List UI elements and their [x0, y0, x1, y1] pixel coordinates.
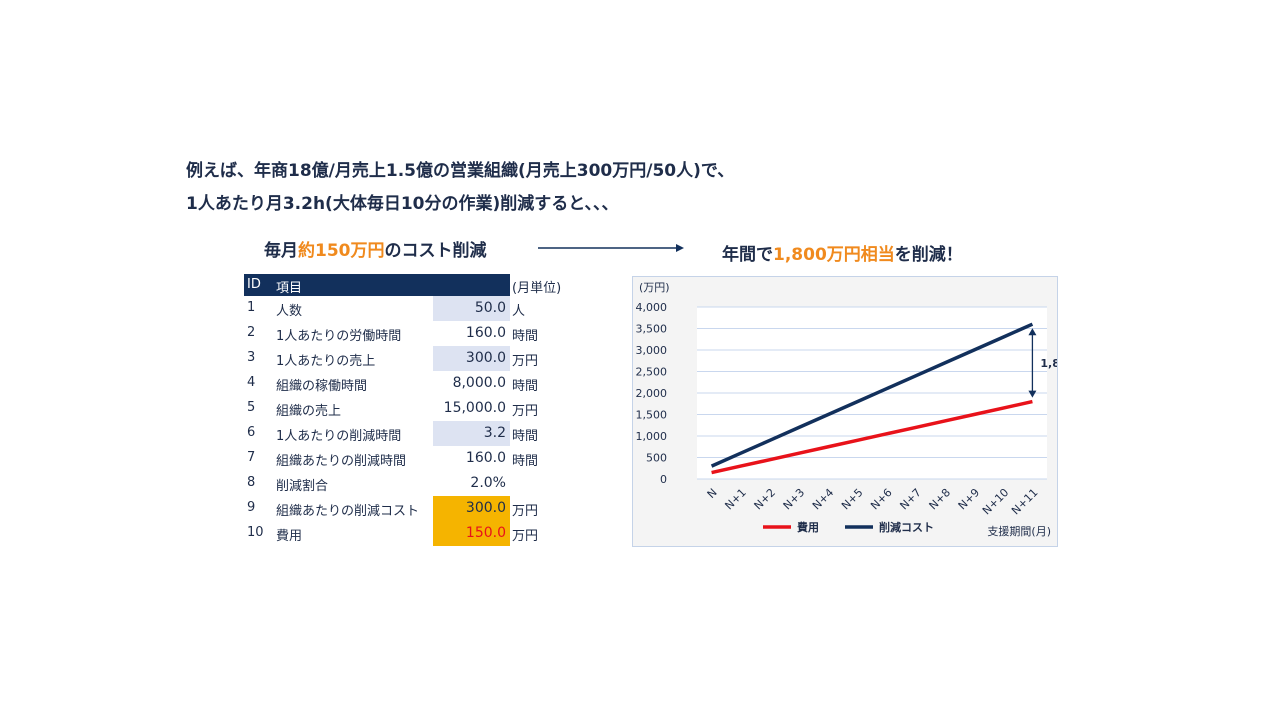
row-value: 3.2	[433, 421, 510, 446]
table-header: ID 項目	[244, 274, 510, 296]
series-line-cost	[711, 399, 1033, 475]
difference-arrow-head-bottom	[1028, 390, 1037, 398]
x-tick-label: N+1	[722, 486, 748, 512]
difference-arrow-head-top	[1028, 328, 1037, 336]
y-axis-label: (万円)	[639, 281, 670, 294]
row-value: 50.0	[433, 296, 510, 321]
row-unit: 時間	[512, 429, 539, 444]
row-id: 8	[247, 475, 256, 490]
row-unit: 万円	[512, 354, 539, 369]
table-row: 7 組織あたりの削減時間 160.0 時間	[244, 446, 574, 471]
row-item: 1人あたりの削減時間	[276, 429, 402, 444]
row-value: 300.0	[433, 346, 510, 371]
row-item: 削減割合	[276, 479, 329, 494]
y-tick-label: 2,500	[636, 366, 668, 379]
table-row: 3 1人あたりの売上 300.0 万円	[244, 346, 574, 371]
row-value: 300.0	[433, 496, 510, 521]
row-value: 160.0	[465, 325, 506, 341]
monthly-heading-highlight: 約150万円	[298, 241, 385, 261]
header-unit: (月単位)	[512, 281, 562, 296]
x-tick-label: N+8	[927, 486, 953, 512]
row-item: 組織あたりの削減コスト	[276, 504, 420, 519]
x-tick-label: N+4	[810, 486, 836, 512]
table-row: 2 1人あたりの労働時間 160.0 時間	[244, 321, 574, 346]
row-id: 10	[247, 525, 264, 540]
y-tick-label: 500	[646, 452, 667, 465]
annual-heading-highlight: 1,800万円相当	[773, 245, 895, 265]
difference-annotation: 1,800万円	[1040, 357, 1057, 370]
row-value: 160.0	[465, 450, 506, 466]
annual-heading-post: を削減！	[894, 245, 963, 265]
row-unit: 万円	[512, 504, 539, 519]
table-row: 5 組織の売上 15,000.0 万円	[244, 396, 574, 421]
row-id: 4	[247, 375, 256, 390]
x-tick-label: N+9	[956, 486, 982, 512]
header-item: 項目	[276, 281, 303, 296]
row-unit: 万円	[512, 529, 539, 544]
series-line-saving	[710, 322, 1034, 468]
right-arrow-icon	[538, 244, 684, 252]
table-row: 1 人数 50.0 人	[244, 296, 574, 321]
y-tick-label: 3,000	[636, 344, 668, 357]
row-id: 5	[247, 400, 256, 415]
row-item: 組織の売上	[276, 404, 342, 419]
cost-chart: 4,000 3,500 3,000 2,500 2,000 1,500 1,000 500 0 (…	[632, 276, 1058, 547]
legend-label: 削減コスト	[879, 520, 934, 534]
intro-line-1: 例えば、年商18億/月売上1.5億の営業組織(月売上300万円/50人)で、	[186, 161, 735, 181]
row-unit: 時間	[512, 379, 539, 394]
header-id: ID	[247, 277, 261, 292]
row-id: 9	[247, 500, 256, 515]
row-value: 8,000.0	[452, 375, 506, 391]
row-value: 2.0%	[470, 475, 506, 491]
row-value: 15,000.0	[443, 400, 506, 416]
row-id: 2	[247, 325, 256, 340]
row-id: 3	[247, 350, 256, 365]
x-tick-label: N+5	[839, 486, 865, 512]
row-item: 費用	[276, 529, 303, 544]
monthly-heading-pre: 毎月	[264, 241, 298, 261]
x-tick-label: N+7	[897, 486, 923, 512]
row-id: 6	[247, 425, 256, 440]
x-tick-label: N+2	[752, 486, 778, 512]
x-tick-label: N+11	[1009, 486, 1040, 517]
row-id: 7	[247, 450, 256, 465]
y-tick-label: 1,500	[636, 409, 668, 422]
x-axis-label: 支援期間(月)	[987, 524, 1051, 538]
annual-saving-heading: 年間で1,800万円相当を削減！	[722, 240, 963, 265]
table-row: 9 組織あたりの削減コスト 300.0 万円	[244, 496, 574, 521]
row-unit: 人	[512, 304, 526, 319]
y-tick-label: 2,000	[636, 387, 668, 400]
row-unit: 万円	[512, 404, 539, 419]
x-tick-label: N+6	[868, 486, 894, 512]
legend-label: 費用	[796, 520, 819, 534]
monthly-saving-heading: 毎月約150万円のコスト削減	[264, 236, 487, 261]
intro-line-2: 1人あたり月3.2h(大体毎日10分の作業)削減すると、、、	[186, 194, 619, 214]
table-row: 4 組織の稼働時間 8,000.0 時間	[244, 371, 574, 396]
x-tick-label: N+10	[980, 486, 1011, 517]
row-item: 1人あたりの売上	[276, 354, 376, 369]
y-tick-label: 0	[660, 473, 667, 486]
table-row: 6 1人あたりの削減時間 3.2 時間	[244, 421, 574, 446]
row-value: 150.0	[433, 521, 510, 546]
y-tick-label: 1,000	[636, 430, 668, 443]
x-tick-label: N+3	[781, 486, 807, 512]
row-item: 組織の稼働時間	[276, 379, 368, 394]
row-unit: 時間	[512, 329, 539, 344]
table-row: 10 費用 150.0 万円	[244, 521, 574, 546]
annual-heading-pre: 年間で	[722, 245, 773, 265]
row-item: 1人あたりの労働時間	[276, 329, 402, 344]
row-item: 組織あたりの削減時間	[276, 454, 407, 469]
y-tick-label: 4,000	[636, 301, 668, 314]
x-tick-label: N	[705, 486, 720, 501]
row-unit: 時間	[512, 454, 539, 469]
table-row: 8 削減割合 2.0%	[244, 471, 574, 496]
chart-svg: 4,000 3,500 3,000 2,500 2,000 1,500 1,000 500 0 (…	[636, 281, 1058, 538]
row-id: 1	[247, 300, 256, 315]
row-item: 人数	[276, 304, 303, 319]
y-tick-label: 3,500	[636, 323, 668, 336]
monthly-heading-post: のコスト削減	[384, 241, 487, 261]
